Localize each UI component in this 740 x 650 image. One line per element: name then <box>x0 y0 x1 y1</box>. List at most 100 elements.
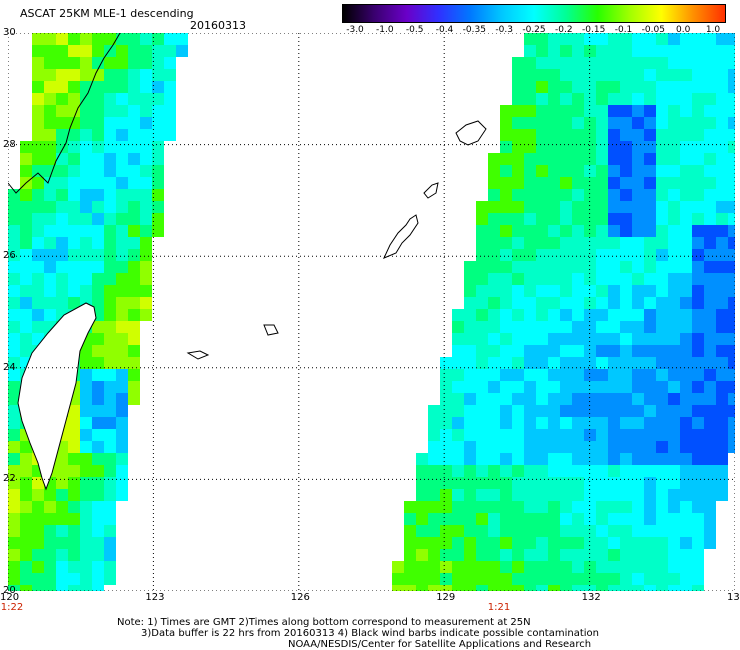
swath-cell <box>560 273 572 285</box>
swath-cell <box>632 117 644 129</box>
swath-cell <box>68 177 80 189</box>
swath-cell <box>92 357 104 369</box>
swath-cell <box>668 561 680 573</box>
swath-cell <box>680 201 692 213</box>
swath-cell <box>596 309 608 321</box>
swath-cell <box>20 297 32 309</box>
swath-cell <box>560 33 572 45</box>
swath-cell <box>668 273 680 285</box>
swath-cell <box>104 369 116 381</box>
swath-cell <box>104 381 116 393</box>
swath-cell <box>488 429 500 441</box>
swath-cell <box>632 405 644 417</box>
swath-cell <box>416 549 428 561</box>
swath-cell <box>104 333 116 345</box>
swath-cell <box>692 261 704 273</box>
swath-cell <box>584 249 596 261</box>
swath-cell <box>692 333 704 345</box>
swath-cell <box>104 237 116 249</box>
swath-cell <box>32 585 44 591</box>
swath-cell <box>512 501 524 513</box>
swath-cell <box>704 213 716 225</box>
swath-cell <box>596 417 608 429</box>
lat-tick-label: 24 <box>3 361 16 373</box>
swath-cell <box>140 285 152 297</box>
swath-cell <box>704 417 716 429</box>
swath-cell <box>644 501 656 513</box>
swath-cell <box>8 213 20 225</box>
swath-cell <box>620 237 632 249</box>
swath-cell <box>620 189 632 201</box>
swath-cell <box>92 249 104 261</box>
swath-cell <box>500 513 512 525</box>
swath-cell <box>656 273 668 285</box>
swath-cell <box>560 477 572 489</box>
swath-cell <box>728 225 735 237</box>
swath-cell <box>32 153 44 165</box>
swath-cell <box>140 225 152 237</box>
swath-cell <box>524 201 536 213</box>
swath-cell <box>596 81 608 93</box>
swath-cell <box>644 477 656 489</box>
swath-cell <box>644 45 656 57</box>
swath-cell <box>560 549 572 561</box>
swath-cell <box>620 477 632 489</box>
swath-cell <box>692 141 704 153</box>
swath-cell <box>464 561 476 573</box>
swath-cell <box>440 429 452 441</box>
swath-cell <box>632 201 644 213</box>
swath-cell <box>728 273 735 285</box>
swath-cell <box>80 441 92 453</box>
swath-cell <box>620 333 632 345</box>
swath-cell <box>716 393 728 405</box>
swath-cell <box>560 57 572 69</box>
swath-cell <box>512 153 524 165</box>
swath-cell <box>152 93 164 105</box>
swath-cell <box>80 585 92 591</box>
swath-cell <box>500 105 512 117</box>
lat-tick-label: 22 <box>3 473 16 485</box>
swath-cell <box>680 141 692 153</box>
swath-cell <box>644 141 656 153</box>
swath-cell <box>656 177 668 189</box>
swath-cell <box>632 261 644 273</box>
swath-cell <box>716 45 728 57</box>
swath-cell <box>128 189 140 201</box>
swath-cell <box>152 153 164 165</box>
swath-cell <box>512 141 524 153</box>
swath-cell <box>500 249 512 261</box>
swath-cell <box>596 405 608 417</box>
swath-cell <box>80 537 92 549</box>
swath-cell <box>596 453 608 465</box>
swath-cell <box>416 537 428 549</box>
swath-cell <box>572 489 584 501</box>
swath-cell <box>104 441 116 453</box>
swath-cell <box>680 513 692 525</box>
swath-cell <box>536 117 548 129</box>
swath-cell <box>704 261 716 273</box>
swath-cell <box>584 333 596 345</box>
swath-cell <box>560 585 572 591</box>
swath-cell <box>20 441 32 453</box>
lon-tick-label: 126 <box>290 592 310 603</box>
swath-cell <box>536 453 548 465</box>
swath-cell <box>668 69 680 81</box>
swath-cell <box>104 321 116 333</box>
swath-cell <box>20 549 32 561</box>
swath-cell <box>608 129 620 141</box>
swath-cell <box>464 573 476 585</box>
swath-cell <box>440 369 452 381</box>
swath-cell <box>92 513 104 525</box>
colorbar-label: -0.3 <box>495 25 513 35</box>
swath-cell <box>692 429 704 441</box>
swath-cell <box>524 93 536 105</box>
swath-cell <box>572 249 584 261</box>
swath-cell <box>464 285 476 297</box>
swath-cell <box>440 357 452 369</box>
swath-cell <box>692 249 704 261</box>
swath-cell <box>104 405 116 417</box>
swath-cell <box>92 141 104 153</box>
swath-cell <box>716 129 728 141</box>
swath-cell <box>632 501 644 513</box>
swath-cell <box>596 573 608 585</box>
